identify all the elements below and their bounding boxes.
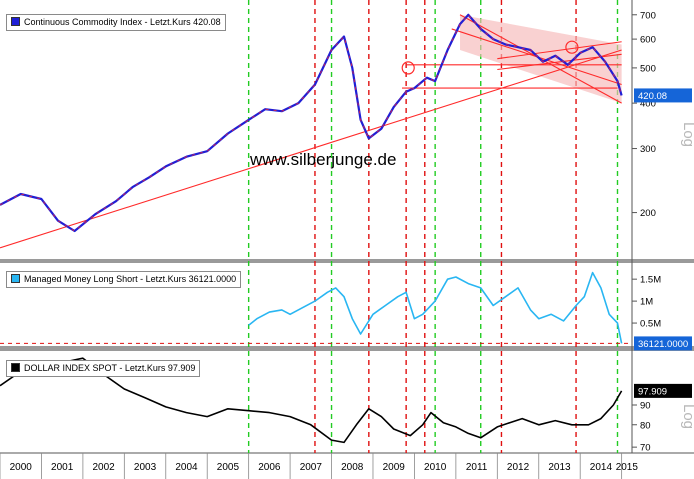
- commodity-tick-label-4: 300: [640, 144, 656, 155]
- series-layer: [0, 13, 623, 444]
- year-label-2000: 2000: [10, 462, 33, 473]
- marker-circle-0: [401, 61, 415, 75]
- top-scale-label: Log: [680, 122, 694, 147]
- dollar-last-badge: [634, 383, 692, 398]
- money-legend-swatch: [11, 274, 20, 283]
- year-label-2002: 2002: [92, 462, 115, 473]
- commodity-legend-label: Continuous Commodity Index - Letzt.Kurs …: [24, 17, 221, 27]
- axis-layer: 700 600 500 400 300 200 1.5M 1M 0.5M 90 80 70 Log Log…: [0, 10, 694, 479]
- year-label-2001: 2001: [51, 462, 74, 473]
- money-tick-label-0: 1.5M: [640, 275, 661, 286]
- year-label-2004: 2004: [175, 462, 198, 473]
- money-last-badge-label: 36121.0000: [638, 339, 688, 350]
- dollar-legend-label: DOLLAR INDEX SPOT - Letzt.Kurs 97.909: [24, 363, 196, 373]
- bottom-scale-label: Log: [680, 404, 694, 429]
- year-label-2007: 2007: [300, 462, 323, 473]
- year-label-2006: 2006: [258, 462, 281, 473]
- money-tick-label-2: 0.5M: [640, 319, 661, 330]
- commodity-tick-label-2: 500: [640, 63, 656, 74]
- dollar-tick-label-0: 90: [640, 401, 651, 412]
- commodity-last-badge-label: 420.08: [638, 91, 667, 102]
- marker-circle-1: [565, 40, 579, 54]
- separator-middle-bottom: [0, 346, 694, 351]
- year-label-2013: 2013: [548, 462, 571, 473]
- money-line: [248, 271, 623, 344]
- separator-top-middle: [0, 259, 694, 263]
- money-legend-label: Managed Money Long Short - Letzt.Kurs 36…: [24, 274, 237, 284]
- commodity-tick-label-5: 200: [640, 208, 656, 219]
- year-label-2008: 2008: [341, 462, 364, 473]
- year-label-2011: 2011: [466, 462, 488, 473]
- dollar-legend-swatch: [11, 363, 20, 372]
- money-last-badge: [634, 336, 692, 351]
- year-label-2003: 2003: [134, 462, 157, 473]
- year-label-2005: 2005: [217, 462, 240, 473]
- commodity-last-badge: [634, 88, 692, 103]
- watermark: www.silberjunge.de: [250, 150, 397, 169]
- commodity-legend-swatch: [11, 17, 20, 26]
- commodity-tick-label-0: 700: [640, 10, 656, 21]
- year-label-2009: 2009: [383, 462, 406, 473]
- dollar-last-badge-label: 97.909: [638, 386, 667, 397]
- commodity-tick-label-3: 400: [640, 99, 656, 110]
- money-legend: Managed Money Long Short - Letzt.Kurs 36…: [6, 271, 242, 288]
- year-label-2015: 2015: [616, 462, 639, 473]
- dollar-tick-label-1: 80: [640, 420, 651, 431]
- year-label-2014: 2014: [590, 462, 613, 473]
- trend-line-0: [0, 49, 622, 249]
- trend-lines-layer: [0, 14, 622, 249]
- dollar-tick-label-2: 70: [640, 443, 651, 454]
- commodity-legend: Continuous Commodity Index - Letzt.Kurs …: [6, 14, 226, 31]
- dollar-line: [0, 357, 623, 444]
- trend-line-4: [497, 41, 622, 60]
- commodity-line-overlay: [0, 14, 623, 232]
- year-label-2010: 2010: [424, 462, 447, 473]
- year-label-2012: 2012: [507, 462, 530, 473]
- money-tick-label-1: 1M: [640, 297, 653, 308]
- dollar-legend: DOLLAR INDEX SPOT - Letzt.Kurs 97.909: [6, 360, 201, 377]
- commodity-tick-label-1: 600: [640, 35, 656, 46]
